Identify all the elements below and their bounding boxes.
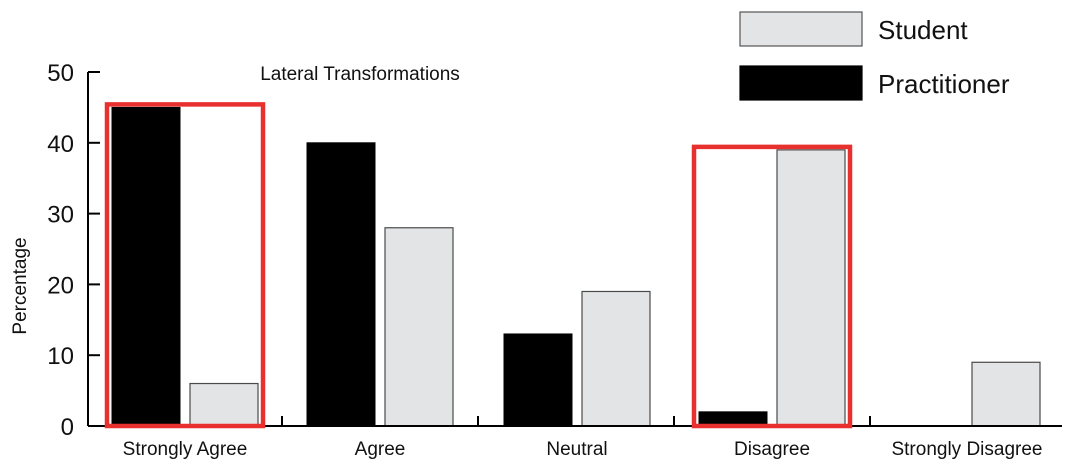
y-tick-label: 40 <box>47 131 74 158</box>
y-tick-label: 50 <box>47 60 74 87</box>
legend-swatch <box>739 65 863 101</box>
legend: Student Practitioner <box>739 11 1010 101</box>
y-tick-label: 10 <box>47 343 74 370</box>
y-axis-label: Percentage <box>10 237 31 334</box>
x-tick-label: Agree <box>355 439 406 460</box>
chart-title: Lateral Transformations <box>260 64 460 85</box>
y-tick-label: 0 <box>61 414 74 441</box>
bar-student <box>189 382 259 427</box>
x-tick-label: Disagree <box>734 439 810 460</box>
y-tick-label: 20 <box>47 272 74 299</box>
bar-practitioner <box>306 142 376 427</box>
x-tick-label: Neutral <box>546 439 607 460</box>
axis-layer: 0 10 20 30 40 50 Strongly Agree Agree Neutral Dis… <box>47 60 1062 460</box>
bar-student <box>971 361 1041 427</box>
bar-student <box>581 290 651 427</box>
bar-practitioner <box>111 106 181 427</box>
bar-practitioner <box>503 333 573 427</box>
legend-label: Practitioner <box>878 69 1010 99</box>
x-tick-label: Strongly Disagree <box>891 439 1042 460</box>
bar-student <box>776 149 846 427</box>
highlight-box <box>104 102 266 429</box>
legend-swatch <box>739 11 863 47</box>
x-tick-label: Strongly Agree <box>123 439 248 460</box>
bars-layer <box>111 106 1041 427</box>
bar-student <box>384 227 454 427</box>
y-tick-label: 30 <box>47 202 74 229</box>
highlight-layer <box>104 102 853 429</box>
legend-label: Student <box>878 15 968 45</box>
highlight-box <box>691 144 853 429</box>
